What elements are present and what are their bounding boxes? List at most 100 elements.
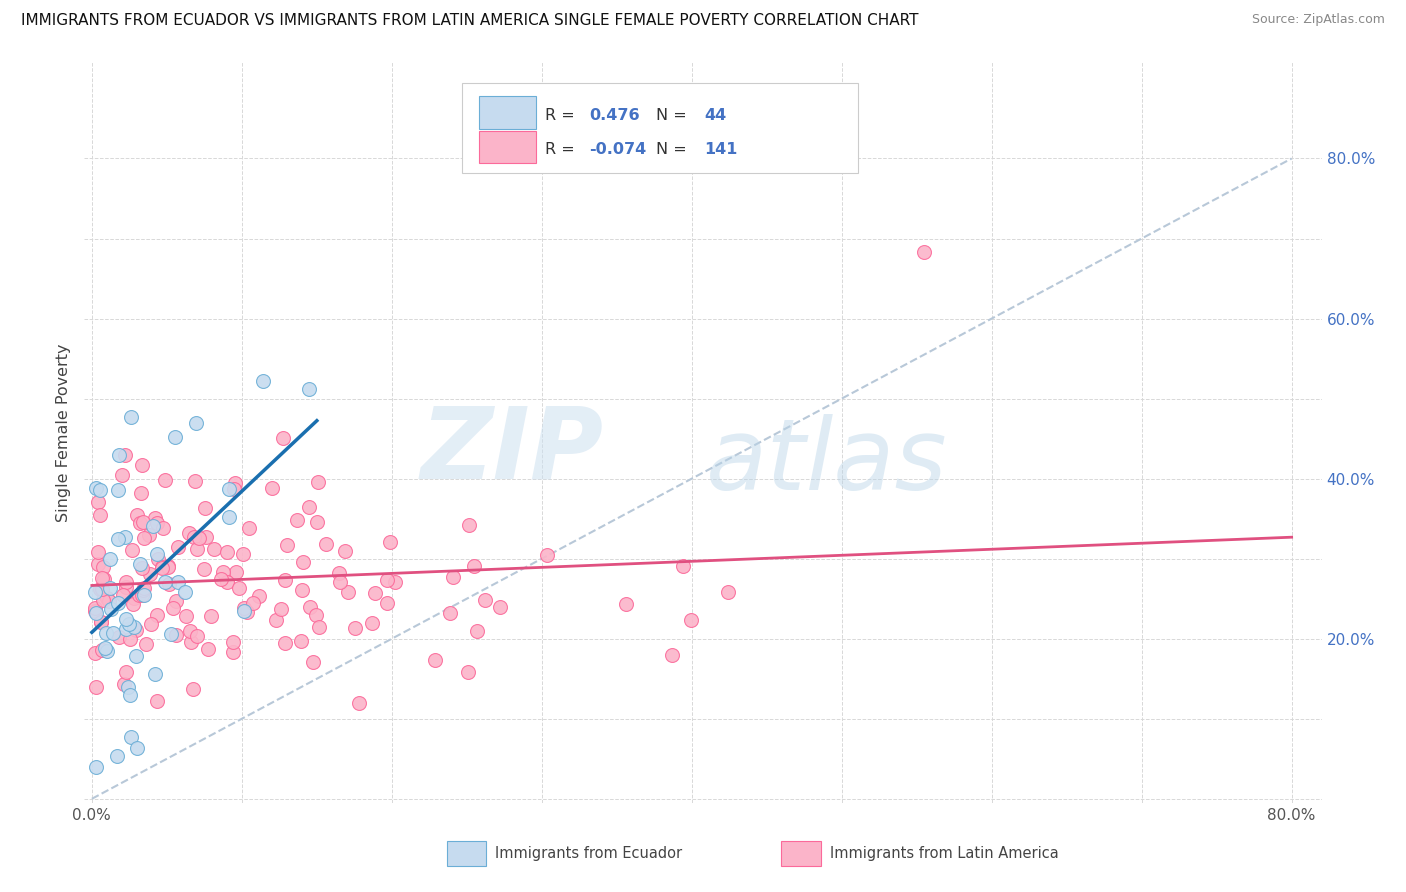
Point xyxy=(308,620,330,634)
Point xyxy=(112,676,135,690)
Point xyxy=(291,555,314,569)
Point xyxy=(115,622,138,636)
Point xyxy=(266,613,288,627)
Point xyxy=(120,689,142,703)
FancyBboxPatch shape xyxy=(780,840,821,866)
Point xyxy=(86,481,108,495)
Point xyxy=(287,513,309,527)
Point xyxy=(467,624,489,638)
Point xyxy=(148,551,170,566)
Point xyxy=(167,575,190,590)
Text: N =: N = xyxy=(657,108,692,123)
Point xyxy=(233,604,256,618)
Text: Immigrants from Ecuador: Immigrants from Ecuador xyxy=(495,846,682,861)
Point xyxy=(212,565,235,579)
Point xyxy=(143,511,166,525)
Point xyxy=(120,409,142,424)
Point xyxy=(115,574,138,589)
Point xyxy=(120,632,142,646)
Point xyxy=(145,608,167,623)
Point xyxy=(134,588,156,602)
Point xyxy=(89,483,111,498)
Point xyxy=(122,591,145,606)
Point xyxy=(224,482,246,496)
Point xyxy=(173,585,195,599)
Point xyxy=(290,633,312,648)
Point xyxy=(307,475,329,489)
Point xyxy=(132,531,155,545)
Point xyxy=(107,532,129,546)
Point xyxy=(129,557,152,571)
Point xyxy=(187,531,209,545)
Point xyxy=(89,582,111,596)
Point xyxy=(91,571,114,585)
Point xyxy=(378,535,401,549)
Point xyxy=(157,560,180,574)
Point xyxy=(87,545,110,559)
Point xyxy=(86,494,108,508)
Point xyxy=(91,560,114,574)
Point xyxy=(84,760,107,774)
Point xyxy=(360,615,382,630)
Point xyxy=(222,644,245,658)
Point xyxy=(276,538,298,552)
Point xyxy=(180,635,202,649)
Point xyxy=(139,567,162,582)
Point xyxy=(195,530,218,544)
Point xyxy=(90,582,112,596)
Point xyxy=(90,615,112,629)
Point xyxy=(335,543,357,558)
Point xyxy=(114,530,136,544)
Point xyxy=(614,597,637,611)
FancyBboxPatch shape xyxy=(479,96,536,129)
Point xyxy=(107,483,129,497)
Point xyxy=(146,694,169,708)
Point xyxy=(232,601,254,615)
Point xyxy=(200,608,222,623)
Point xyxy=(174,608,197,623)
Point xyxy=(299,600,322,615)
Point xyxy=(139,617,162,632)
Point xyxy=(91,643,114,657)
Point xyxy=(145,547,167,561)
Text: 141: 141 xyxy=(704,143,738,157)
Text: Source: ZipAtlas.com: Source: ZipAtlas.com xyxy=(1251,13,1385,27)
Point xyxy=(121,730,143,744)
Point xyxy=(83,585,105,599)
Point xyxy=(305,608,328,623)
Point xyxy=(242,596,264,610)
Point xyxy=(132,516,155,530)
Point xyxy=(96,591,118,605)
Point xyxy=(186,541,208,556)
Point xyxy=(224,475,246,490)
Point xyxy=(228,581,250,595)
Point xyxy=(83,601,105,615)
Point xyxy=(375,596,398,610)
Point xyxy=(193,562,215,576)
Point xyxy=(132,581,155,595)
Point xyxy=(98,594,121,608)
Text: 44: 44 xyxy=(704,108,727,123)
Text: -0.074: -0.074 xyxy=(589,143,647,157)
Point xyxy=(89,508,111,523)
Point xyxy=(107,596,129,610)
Point xyxy=(488,599,510,614)
Point xyxy=(98,551,121,566)
FancyBboxPatch shape xyxy=(479,130,536,163)
Point xyxy=(441,570,464,584)
Point xyxy=(87,557,110,571)
Point xyxy=(98,581,121,595)
Point xyxy=(153,575,176,590)
Point xyxy=(165,430,187,444)
Point xyxy=(117,680,139,694)
Point xyxy=(217,545,239,559)
Point xyxy=(150,560,173,574)
Point xyxy=(336,585,359,599)
Point xyxy=(167,540,190,554)
Point xyxy=(108,631,131,645)
Point xyxy=(162,601,184,615)
Point xyxy=(536,549,558,563)
Point xyxy=(423,652,446,666)
Text: N =: N = xyxy=(657,143,692,157)
Point xyxy=(125,623,148,637)
